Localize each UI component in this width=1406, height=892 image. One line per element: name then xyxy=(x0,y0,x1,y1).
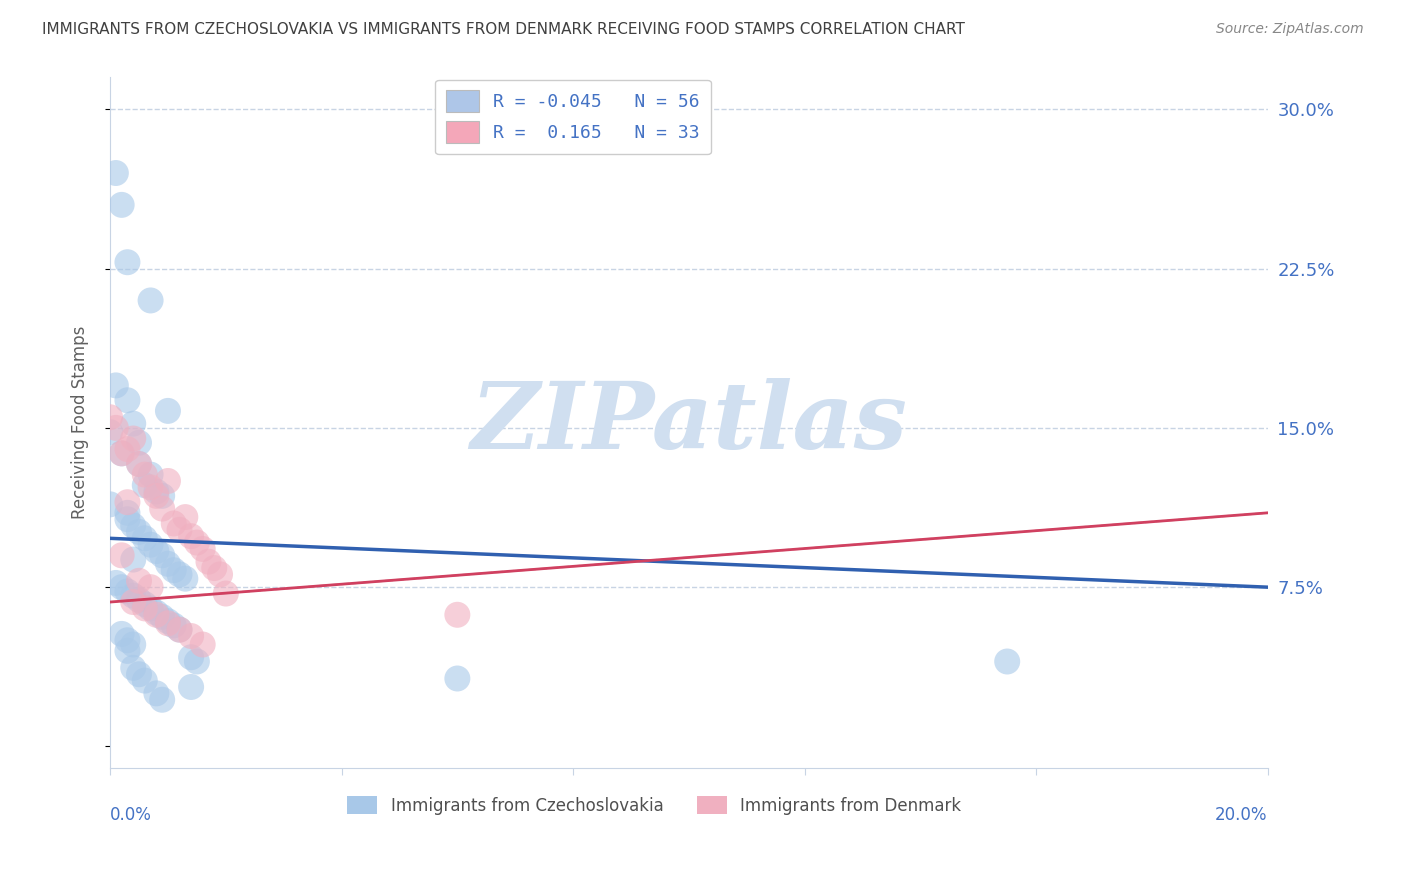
Point xyxy=(128,667,150,681)
Point xyxy=(145,606,167,620)
Point xyxy=(111,198,134,212)
Point xyxy=(128,457,150,471)
Point xyxy=(128,574,150,588)
Point xyxy=(174,572,197,586)
Point xyxy=(122,661,145,675)
Point xyxy=(117,495,139,509)
Point xyxy=(145,686,167,700)
Point xyxy=(98,425,121,439)
Text: 20.0%: 20.0% xyxy=(1215,805,1268,823)
Point xyxy=(117,393,139,408)
Point xyxy=(134,478,156,492)
Point xyxy=(150,549,173,563)
Point xyxy=(139,601,162,615)
Point xyxy=(111,580,134,594)
Point xyxy=(163,563,186,577)
Point xyxy=(104,378,127,392)
Point xyxy=(202,561,225,575)
Point xyxy=(122,595,145,609)
Point xyxy=(128,593,150,607)
Point xyxy=(169,623,191,637)
Point xyxy=(995,655,1018,669)
Point xyxy=(169,567,191,582)
Point xyxy=(163,516,186,531)
Point xyxy=(150,501,173,516)
Point xyxy=(156,557,179,571)
Text: IMMIGRANTS FROM CZECHOSLOVAKIA VS IMMIGRANTS FROM DENMARK RECEIVING FOOD STAMPS : IMMIGRANTS FROM CZECHOSLOVAKIA VS IMMIGR… xyxy=(42,22,965,37)
Point xyxy=(174,510,197,524)
Point xyxy=(145,484,167,499)
Point xyxy=(117,644,139,658)
Point xyxy=(117,506,139,520)
Point xyxy=(98,497,121,511)
Point xyxy=(446,672,468,686)
Point xyxy=(104,576,127,591)
Point xyxy=(191,638,214,652)
Point xyxy=(117,255,139,269)
Point xyxy=(139,467,162,482)
Point xyxy=(215,586,238,600)
Point xyxy=(156,404,179,418)
Y-axis label: Receiving Food Stamps: Receiving Food Stamps xyxy=(72,326,89,519)
Point xyxy=(156,474,179,488)
Point xyxy=(98,410,121,425)
Text: 0.0%: 0.0% xyxy=(110,805,152,823)
Point xyxy=(145,544,167,558)
Point xyxy=(122,432,145,446)
Point xyxy=(180,680,202,694)
Point xyxy=(104,166,127,180)
Point xyxy=(117,584,139,599)
Point xyxy=(117,442,139,456)
Text: Source: ZipAtlas.com: Source: ZipAtlas.com xyxy=(1216,22,1364,37)
Point xyxy=(180,650,202,665)
Point xyxy=(156,616,179,631)
Point xyxy=(150,692,173,706)
Point xyxy=(197,555,219,569)
Point xyxy=(163,618,186,632)
Point xyxy=(117,633,139,648)
Point xyxy=(150,489,173,503)
Point xyxy=(446,607,468,622)
Point xyxy=(145,607,167,622)
Point xyxy=(128,524,150,539)
Point xyxy=(128,457,150,471)
Point xyxy=(134,673,156,688)
Point xyxy=(186,535,208,549)
Point xyxy=(122,552,145,566)
Point xyxy=(139,538,162,552)
Point xyxy=(191,541,214,556)
Point xyxy=(111,627,134,641)
Point xyxy=(134,467,156,482)
Point xyxy=(139,480,162,494)
Point xyxy=(122,518,145,533)
Point xyxy=(180,629,202,643)
Point xyxy=(128,435,150,450)
Point xyxy=(111,446,134,460)
Point xyxy=(209,567,232,582)
Point xyxy=(139,293,162,308)
Point xyxy=(139,580,162,594)
Point xyxy=(186,655,208,669)
Point xyxy=(169,623,191,637)
Legend: Immigrants from Czechoslovakia, Immigrants from Denmark: Immigrants from Czechoslovakia, Immigran… xyxy=(340,789,967,822)
Point xyxy=(156,614,179,628)
Point xyxy=(169,523,191,537)
Point xyxy=(122,589,145,603)
Point xyxy=(104,421,127,435)
Point xyxy=(134,601,156,615)
Point xyxy=(180,529,202,543)
Text: ZIPatlas: ZIPatlas xyxy=(471,377,907,467)
Point xyxy=(134,597,156,611)
Point xyxy=(122,417,145,431)
Point xyxy=(117,512,139,526)
Point xyxy=(145,489,167,503)
Point xyxy=(111,446,134,460)
Point xyxy=(111,549,134,563)
Point xyxy=(122,638,145,652)
Point xyxy=(134,532,156,546)
Point xyxy=(150,610,173,624)
